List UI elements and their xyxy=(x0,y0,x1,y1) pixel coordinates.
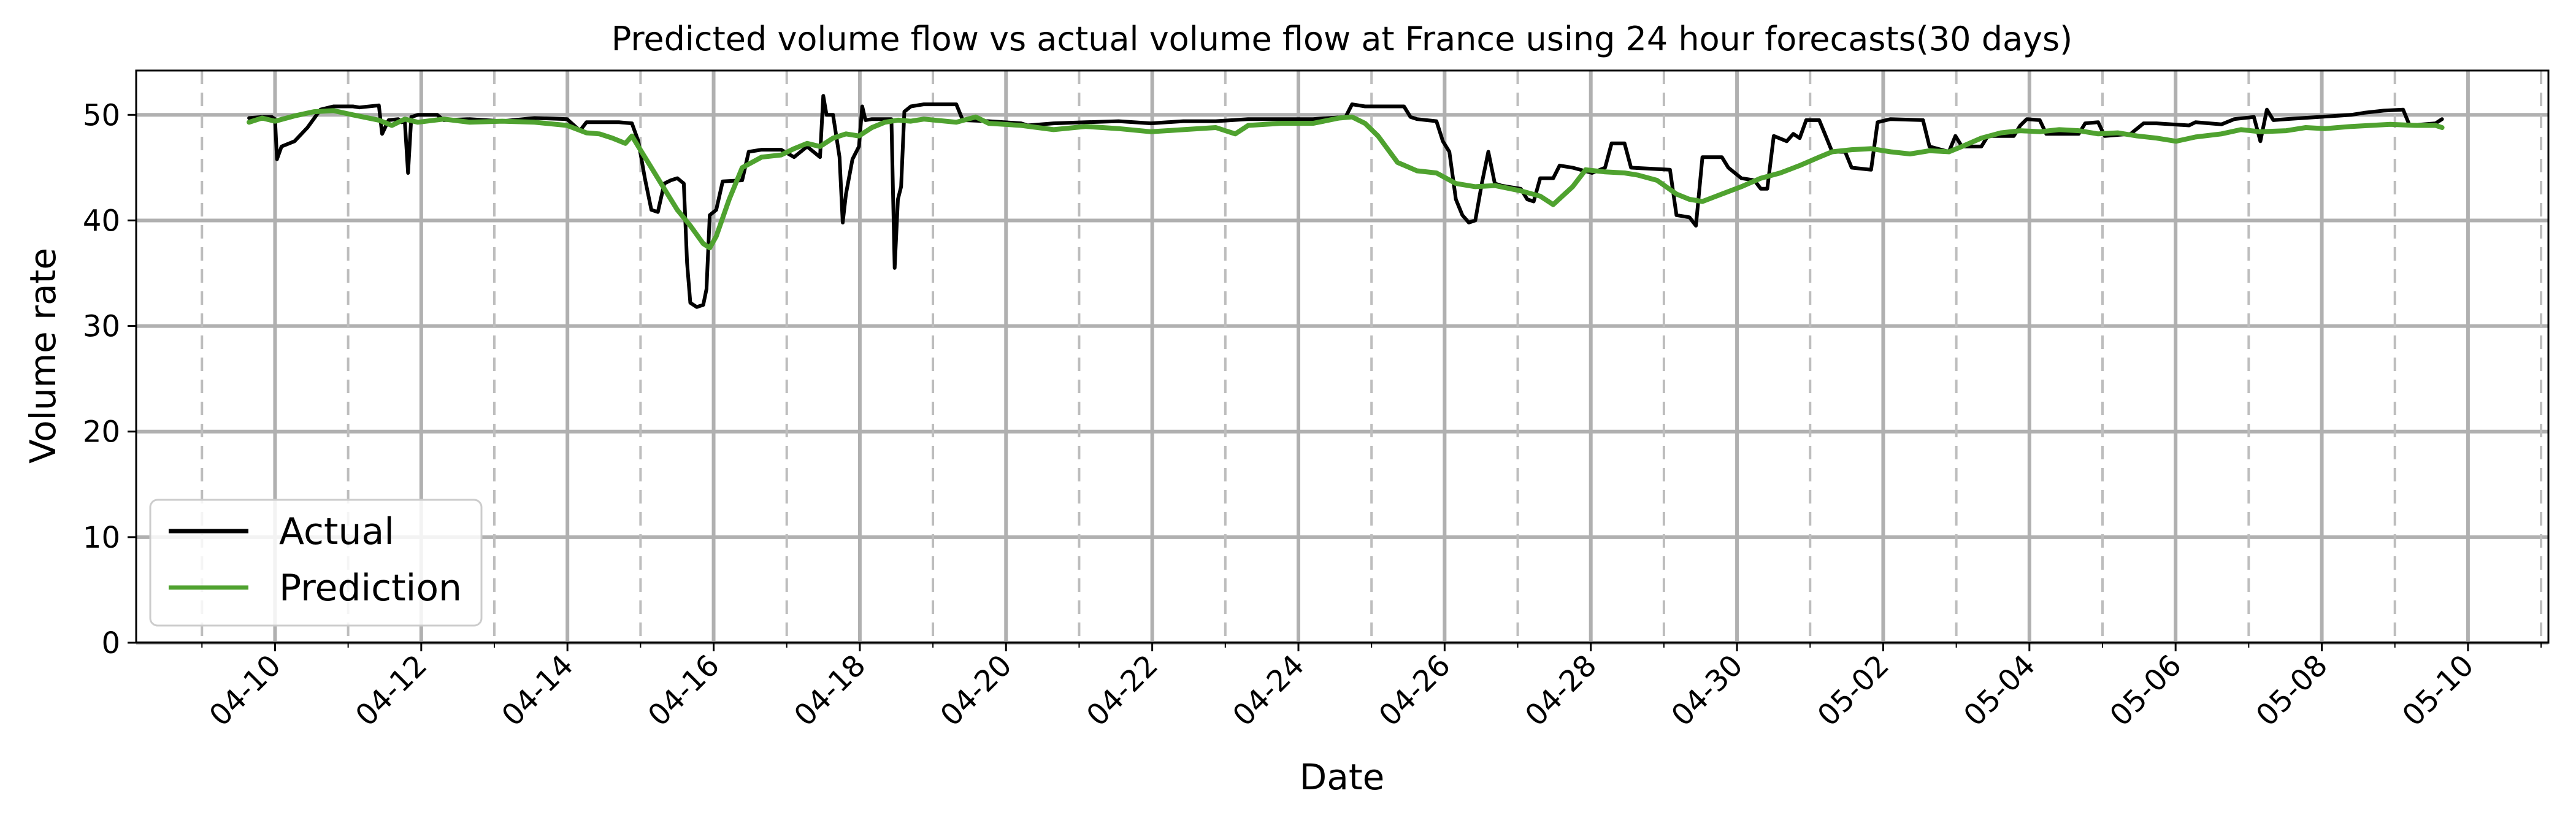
grid-lines xyxy=(136,71,2548,645)
series-lines xyxy=(247,94,2445,309)
legend: Actual Prediction xyxy=(149,499,483,627)
y-tick-label: 50 xyxy=(83,98,120,132)
y-tick-label: 0 xyxy=(101,626,120,661)
series-line-prediction xyxy=(247,108,2445,251)
y-tick-label: 20 xyxy=(83,415,120,450)
chart-title: Predicted volume flow vs actual volume f… xyxy=(611,20,2072,58)
y-tick-label: 10 xyxy=(83,521,120,555)
series-line-actual xyxy=(247,94,2444,309)
legend-label-prediction: Prediction xyxy=(279,567,462,610)
legend-label-actual: Actual xyxy=(279,510,394,553)
y-tick-label: 30 xyxy=(83,310,120,344)
y-tick-label: 40 xyxy=(83,204,120,238)
plot-frame xyxy=(135,69,2550,644)
x-axis-label: Date xyxy=(1300,756,1385,798)
y-axis-label: Volume rate xyxy=(22,248,64,464)
